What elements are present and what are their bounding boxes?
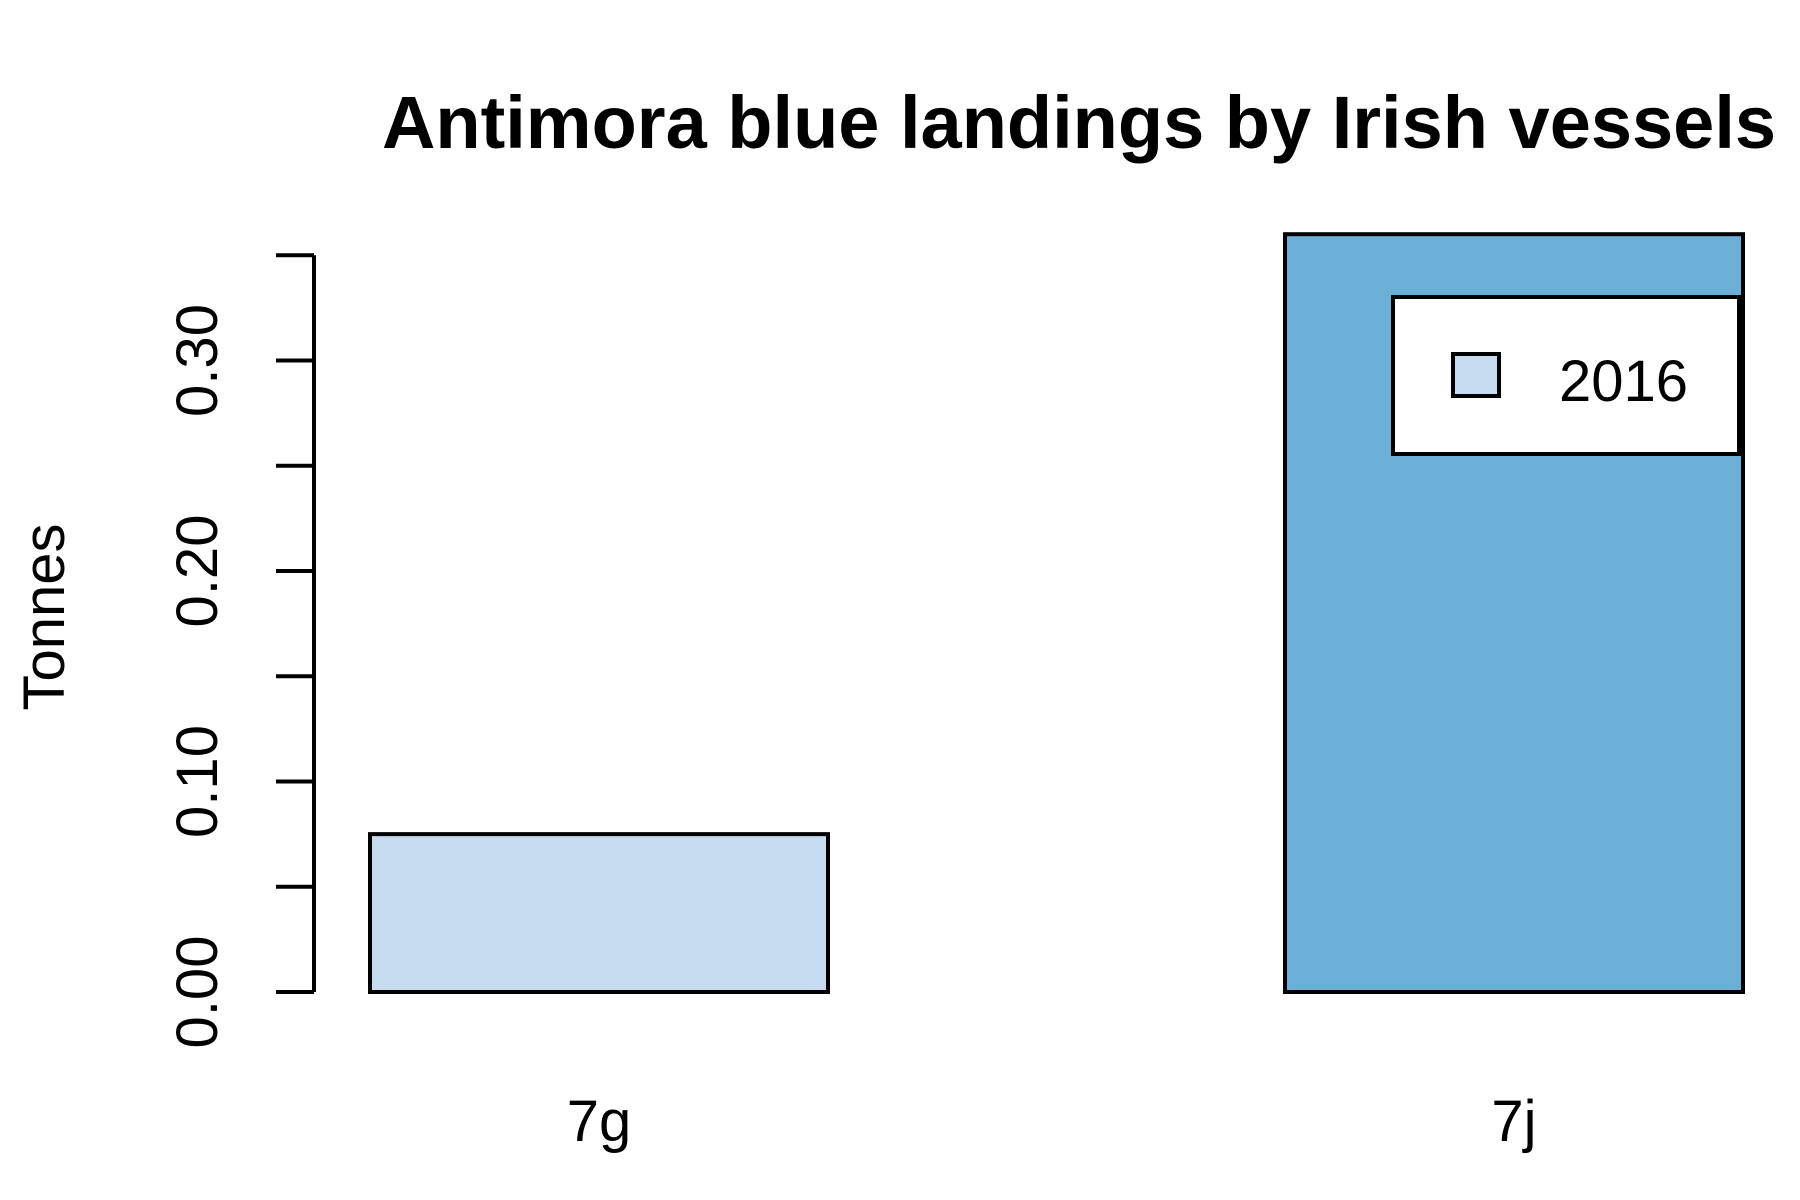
x-tick-label-7j: 7j: [1491, 1089, 1536, 1154]
y-tick-label: 0.10: [165, 725, 230, 838]
y-tick-label: 0.00: [165, 936, 230, 1049]
x-axis-labels: 7g 7j: [567, 1089, 1537, 1154]
chart-title: Antimora blue landings by Irish vessels: [382, 81, 1776, 164]
bar-7g: [368, 832, 830, 994]
y-axis-label: Tonnes: [12, 523, 77, 710]
legend-label-2016: 2016: [1559, 349, 1688, 414]
legend: 2016: [1391, 295, 1741, 456]
x-tick-label-7g: 7g: [567, 1089, 632, 1154]
y-tick-label: 0.30: [165, 304, 230, 417]
y-tick-label: 0.20: [165, 515, 230, 628]
y-axis: 0.00 0.10 0.20 0.30: [165, 253, 316, 1049]
legend-box: [1391, 295, 1741, 456]
legend-swatch-2016: [1451, 352, 1501, 398]
